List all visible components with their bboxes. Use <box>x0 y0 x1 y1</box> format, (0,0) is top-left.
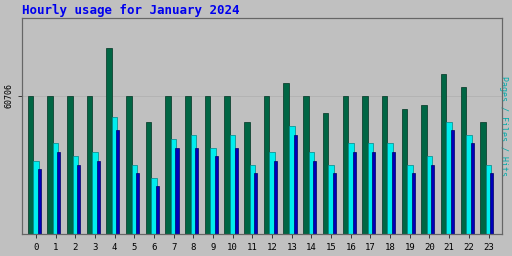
Bar <box>264 96 269 256</box>
Bar <box>382 96 388 256</box>
Bar <box>446 122 452 256</box>
Bar <box>421 104 426 256</box>
Bar <box>328 165 334 256</box>
Bar <box>210 148 216 256</box>
Bar <box>195 148 198 256</box>
Bar <box>309 152 314 256</box>
Bar <box>461 87 466 256</box>
Bar <box>234 148 238 256</box>
Bar <box>313 161 316 256</box>
Bar <box>215 156 218 256</box>
Bar <box>224 96 230 256</box>
Bar <box>132 165 137 256</box>
Bar <box>57 152 60 256</box>
Bar <box>38 169 41 256</box>
Bar <box>33 161 39 256</box>
Bar <box>77 165 80 256</box>
Bar <box>269 152 275 256</box>
Bar <box>441 74 446 256</box>
Bar <box>490 174 494 256</box>
Bar <box>176 148 179 256</box>
Bar <box>136 174 139 256</box>
Bar <box>126 96 132 256</box>
Bar <box>116 130 119 256</box>
Bar <box>343 96 348 256</box>
Bar <box>388 143 393 256</box>
Bar <box>190 135 196 256</box>
Bar <box>73 156 78 256</box>
Bar <box>412 174 415 256</box>
Bar <box>87 96 92 256</box>
Bar <box>185 96 190 256</box>
Bar <box>274 161 277 256</box>
Bar <box>303 96 309 256</box>
Bar <box>151 178 157 256</box>
Bar <box>67 96 73 256</box>
Bar <box>244 122 250 256</box>
Bar <box>106 48 112 256</box>
Bar <box>289 126 294 256</box>
Bar <box>348 143 353 256</box>
Bar <box>372 152 375 256</box>
Bar <box>53 143 58 256</box>
Bar <box>333 174 336 256</box>
Bar <box>165 96 171 256</box>
Text: Hourly usage for January 2024: Hourly usage for January 2024 <box>22 4 240 17</box>
Bar <box>392 152 395 256</box>
Bar <box>401 109 407 256</box>
Bar <box>426 156 432 256</box>
Bar <box>471 143 474 256</box>
Bar <box>230 135 236 256</box>
Bar <box>156 186 159 256</box>
Bar <box>48 96 53 256</box>
Bar <box>466 135 472 256</box>
Bar <box>92 152 98 256</box>
Bar <box>254 174 257 256</box>
Bar <box>284 83 289 256</box>
Bar <box>146 122 151 256</box>
Bar <box>28 96 33 256</box>
Bar <box>353 152 356 256</box>
Bar <box>368 143 373 256</box>
Bar <box>112 118 117 256</box>
Y-axis label: Pages / Files / Hits: Pages / Files / Hits <box>499 76 508 176</box>
Bar <box>293 135 296 256</box>
Bar <box>431 165 434 256</box>
Bar <box>171 139 177 256</box>
Bar <box>362 96 368 256</box>
Bar <box>451 130 454 256</box>
Bar <box>480 122 486 256</box>
Bar <box>205 96 210 256</box>
Bar <box>486 165 491 256</box>
Bar <box>250 165 255 256</box>
Bar <box>323 113 328 256</box>
Bar <box>407 165 413 256</box>
Bar <box>97 161 100 256</box>
